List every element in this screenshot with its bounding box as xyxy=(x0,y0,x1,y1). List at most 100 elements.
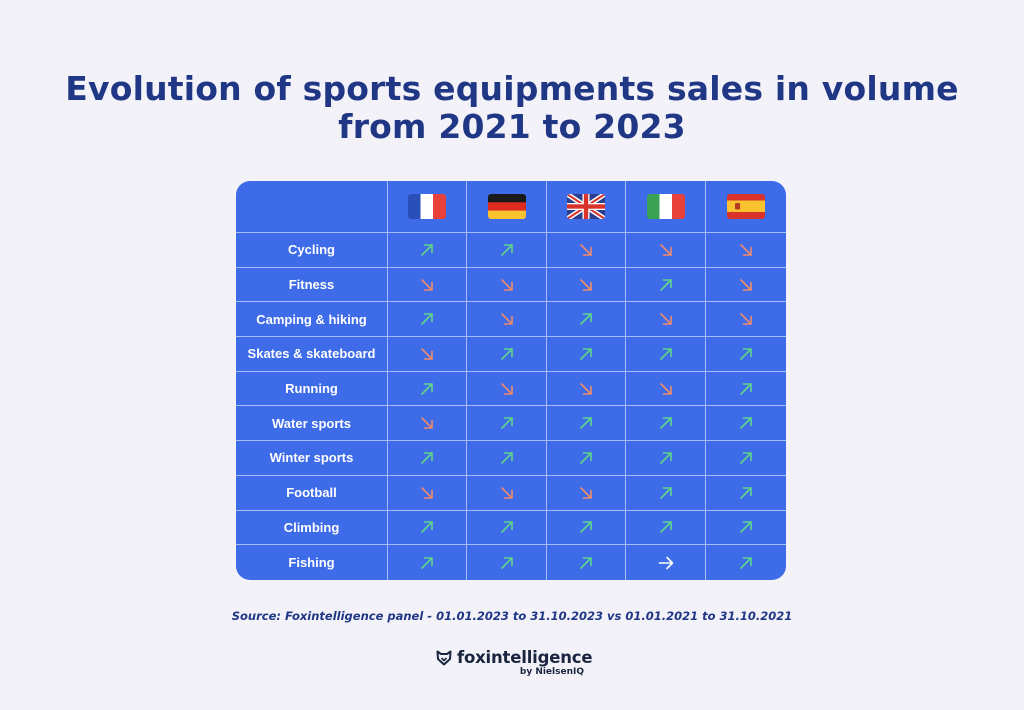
row-label-text: Skates & skateboard xyxy=(247,346,376,362)
trend-cell xyxy=(388,510,467,546)
row-label: Fitness xyxy=(236,267,388,303)
trend-up-icon xyxy=(659,486,672,499)
trend-down-icon xyxy=(659,382,672,395)
italy-flag xyxy=(646,194,685,219)
brand-name: foxintelligence xyxy=(457,648,593,667)
chart-title: Evolution of sports equipments sales in … xyxy=(0,70,1024,146)
trend-table: Cycling Fitness Camping & hiking Skates & s… xyxy=(236,181,786,580)
trend-cell xyxy=(388,371,467,407)
row-label-text: Fitness xyxy=(288,277,335,293)
trend-down-icon xyxy=(580,278,592,291)
trend-cell xyxy=(467,510,547,546)
trend-cell xyxy=(706,545,786,580)
trend-down-icon xyxy=(659,313,672,326)
trend-up-icon xyxy=(421,521,433,534)
trend-up-icon xyxy=(500,348,513,360)
trend-up-icon xyxy=(421,452,433,464)
trend-cell xyxy=(467,475,547,511)
trend-cell xyxy=(706,406,786,442)
trend-up-icon xyxy=(580,417,592,430)
trend-cell xyxy=(547,302,626,338)
trend-down-icon xyxy=(740,313,752,326)
trend-cell xyxy=(467,441,547,476)
trend-up-icon xyxy=(580,452,592,464)
trend-up-icon xyxy=(740,348,752,360)
france-flag xyxy=(408,194,446,219)
header-uk xyxy=(547,181,626,233)
trend-cell xyxy=(467,337,547,372)
trend-cell xyxy=(467,545,547,580)
brand-logo: foxintelligence by NielsenIQ xyxy=(436,648,596,688)
header-spain xyxy=(706,181,786,233)
trend-down-icon xyxy=(659,244,672,256)
header-italy xyxy=(626,181,706,233)
trend-down-icon xyxy=(421,278,433,291)
trend-down-icon xyxy=(421,486,433,499)
header-france xyxy=(388,181,467,233)
row-label-text: Winter sports xyxy=(269,450,354,466)
row-label: Climbing xyxy=(236,510,388,546)
row-label: Water sports xyxy=(236,406,388,442)
trend-cell xyxy=(706,372,786,407)
trend-cell xyxy=(547,441,626,476)
trend-cell xyxy=(547,337,626,372)
trend-cell xyxy=(706,302,786,338)
trend-cell xyxy=(706,441,786,476)
trend-down-icon xyxy=(740,244,752,256)
trend-cell xyxy=(467,267,547,303)
trend-down-icon xyxy=(740,278,752,291)
trend-cell xyxy=(388,337,467,372)
trend-cell xyxy=(706,511,786,546)
trend-cell xyxy=(467,406,547,442)
trend-up-icon xyxy=(580,521,592,534)
trend-up-icon xyxy=(659,417,672,430)
trend-up-icon xyxy=(500,452,513,464)
trend-up-icon xyxy=(421,382,433,395)
trend-cell xyxy=(547,267,626,303)
trend-cell xyxy=(547,233,626,268)
trend-cell xyxy=(467,371,547,407)
trend-cell xyxy=(626,406,706,442)
trend-cell xyxy=(626,441,706,476)
row-label: Running xyxy=(236,371,388,407)
trend-up-icon xyxy=(500,417,513,430)
header-germany xyxy=(467,181,547,233)
trend-down-icon xyxy=(580,244,592,256)
trend-cell xyxy=(626,337,706,372)
trend-up-icon xyxy=(659,452,672,464)
row-label: Fishing xyxy=(236,545,388,580)
trend-cell xyxy=(388,545,467,580)
row-label: Winter sports xyxy=(236,441,388,476)
trend-cell xyxy=(388,267,467,303)
trend-cell xyxy=(706,337,786,372)
trend-up-icon xyxy=(500,556,513,569)
trend-cell xyxy=(388,233,467,268)
trend-up-icon xyxy=(659,278,672,291)
trend-cell xyxy=(626,545,706,580)
brand-sub: by NielsenIQ xyxy=(519,667,584,677)
trend-grid: Cycling Fitness Camping & hiking Skates & s… xyxy=(236,181,786,580)
germany-flag xyxy=(487,194,526,219)
trend-up-icon xyxy=(580,556,592,569)
row-label-text: Cycling xyxy=(288,242,335,258)
trend-cell xyxy=(547,371,626,407)
trend-cell xyxy=(388,406,467,442)
trend-down-icon xyxy=(421,417,433,430)
trend-down-icon xyxy=(500,382,513,395)
trend-up-icon xyxy=(580,348,592,360)
trend-cell xyxy=(388,441,467,476)
trend-up-icon xyxy=(580,313,592,326)
trend-cell xyxy=(706,268,786,303)
trend-up-icon xyxy=(421,556,433,569)
row-label-text: Running xyxy=(285,381,338,397)
trend-cell xyxy=(626,302,706,338)
row-label: Cycling xyxy=(236,233,388,268)
trend-up-icon xyxy=(740,417,752,430)
trend-cell xyxy=(626,371,706,407)
trend-cell xyxy=(547,406,626,442)
trend-up-icon xyxy=(500,521,513,534)
trend-cell xyxy=(706,476,786,511)
trend-cell xyxy=(547,510,626,546)
trend-up-icon xyxy=(500,244,513,256)
trend-up-icon xyxy=(421,244,433,256)
